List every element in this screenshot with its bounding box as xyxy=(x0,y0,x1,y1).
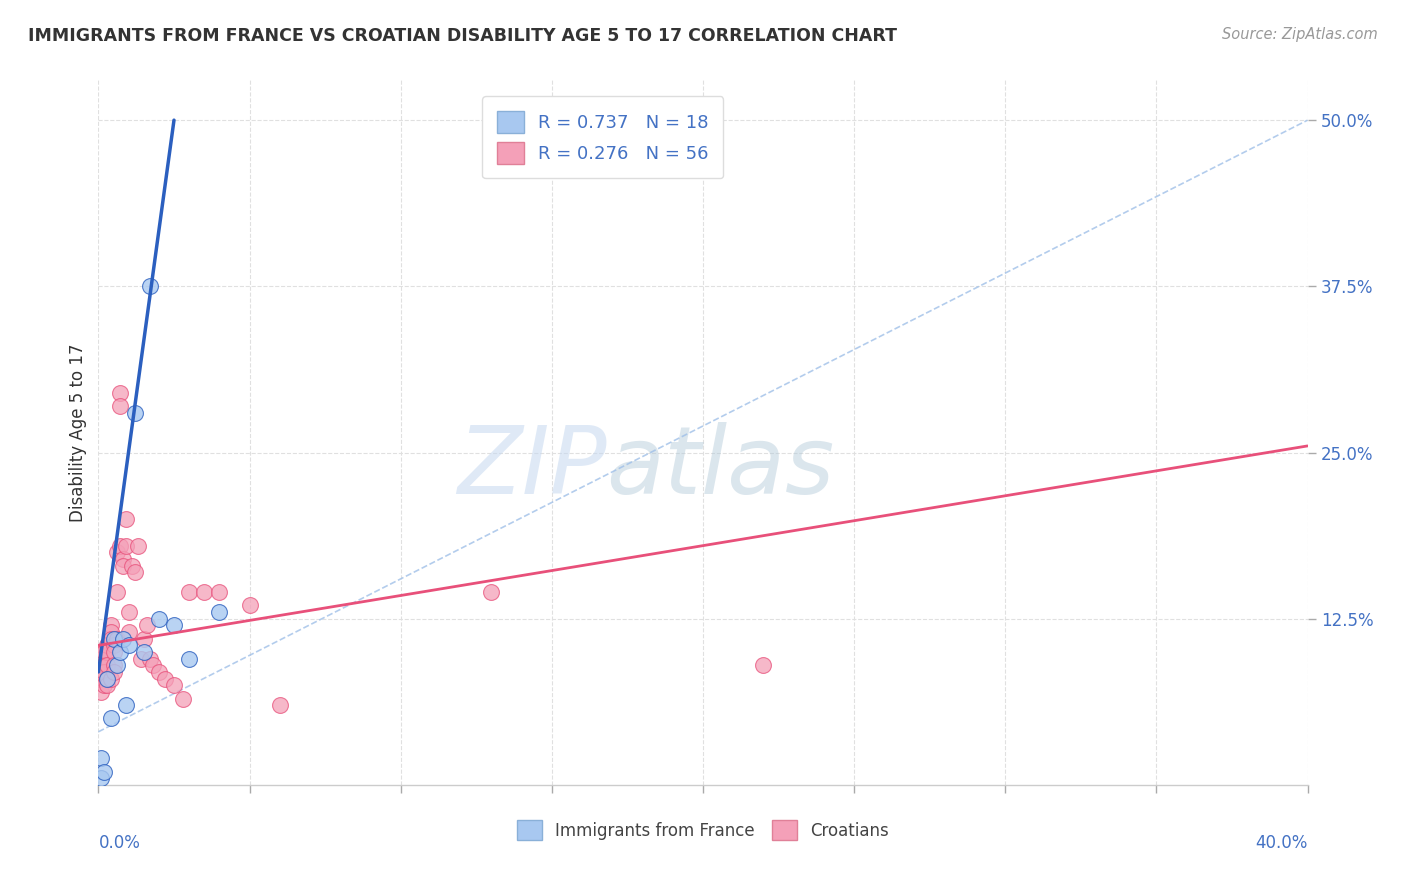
Point xyxy=(87,645,110,659)
Point xyxy=(90,651,112,665)
Point xyxy=(114,512,136,526)
Point xyxy=(114,698,136,713)
Point xyxy=(103,665,125,679)
Point xyxy=(121,558,143,573)
Point xyxy=(100,618,122,632)
Point xyxy=(90,772,112,786)
Point xyxy=(105,585,128,599)
Point xyxy=(93,764,115,779)
Point xyxy=(111,558,134,573)
Point xyxy=(93,665,115,679)
Point xyxy=(118,605,141,619)
Point xyxy=(93,658,115,673)
Point xyxy=(142,658,165,673)
Point xyxy=(96,672,118,686)
Point xyxy=(96,658,118,673)
Text: atlas: atlas xyxy=(606,422,835,514)
Point xyxy=(129,651,152,665)
Point xyxy=(239,599,262,613)
Point xyxy=(96,672,118,686)
Point xyxy=(118,638,141,652)
Point xyxy=(93,645,115,659)
Point xyxy=(87,658,110,673)
Point xyxy=(100,625,122,640)
Point xyxy=(103,638,125,652)
Point xyxy=(87,672,110,686)
Text: ZIP: ZIP xyxy=(457,422,606,514)
Point xyxy=(179,585,201,599)
Point xyxy=(752,658,775,673)
Point xyxy=(163,618,186,632)
Point xyxy=(96,638,118,652)
Text: 40.0%: 40.0% xyxy=(1256,834,1308,852)
Text: Source: ZipAtlas.com: Source: ZipAtlas.com xyxy=(1222,27,1378,42)
Point xyxy=(100,672,122,686)
Point xyxy=(208,585,231,599)
Point xyxy=(96,678,118,692)
Point xyxy=(90,665,112,679)
Point xyxy=(103,632,125,646)
Point xyxy=(127,539,149,553)
Y-axis label: Disability Age 5 to 17: Disability Age 5 to 17 xyxy=(69,343,87,522)
Point xyxy=(108,645,131,659)
Point xyxy=(481,585,503,599)
Point xyxy=(93,678,115,692)
Point xyxy=(111,552,134,566)
Point xyxy=(100,632,122,646)
Point xyxy=(269,698,291,713)
Point xyxy=(103,658,125,673)
Point xyxy=(163,678,186,692)
Point xyxy=(135,618,157,632)
Point xyxy=(153,672,176,686)
Point xyxy=(118,625,141,640)
Point xyxy=(103,645,125,659)
Point xyxy=(148,612,170,626)
Point xyxy=(193,585,215,599)
Text: IMMIGRANTS FROM FRANCE VS CROATIAN DISABILITY AGE 5 TO 17 CORRELATION CHART: IMMIGRANTS FROM FRANCE VS CROATIAN DISAB… xyxy=(28,27,897,45)
Point xyxy=(124,406,146,420)
Point xyxy=(105,658,128,673)
Point xyxy=(105,632,128,646)
Point xyxy=(90,645,112,659)
Point xyxy=(96,645,118,659)
Legend: Immigrants from France, Croatians: Immigrants from France, Croatians xyxy=(510,814,896,847)
Point xyxy=(139,279,162,293)
Point xyxy=(132,632,155,646)
Point xyxy=(139,651,162,665)
Point xyxy=(100,711,122,725)
Point xyxy=(90,685,112,699)
Point xyxy=(108,399,131,413)
Point xyxy=(105,545,128,559)
Point xyxy=(108,539,131,553)
Point xyxy=(124,566,146,580)
Point xyxy=(111,632,134,646)
Point xyxy=(90,672,112,686)
Text: 0.0%: 0.0% xyxy=(98,834,141,852)
Point xyxy=(132,645,155,659)
Point xyxy=(208,605,231,619)
Point xyxy=(90,751,112,765)
Point xyxy=(114,539,136,553)
Point xyxy=(172,691,194,706)
Point xyxy=(108,385,131,400)
Point xyxy=(148,665,170,679)
Point xyxy=(179,651,201,665)
